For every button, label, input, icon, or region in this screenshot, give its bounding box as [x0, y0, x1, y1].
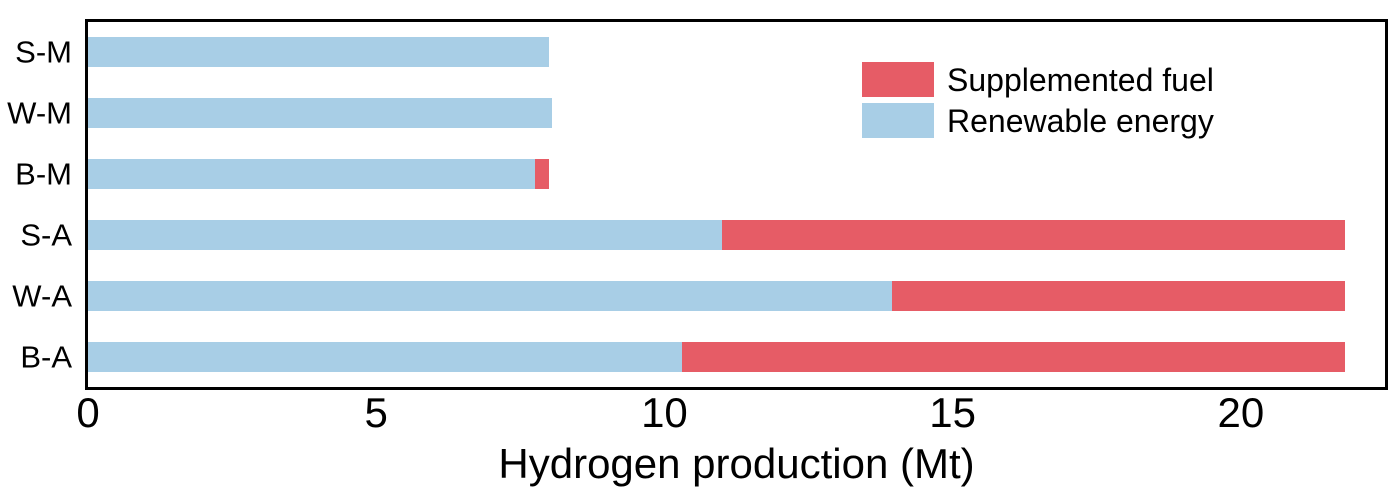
bar-segment-b-a-supplemented-fuel: [681, 341, 1345, 372]
bar-row-w-a: [88, 265, 1385, 326]
legend-entry-supplemented-fuel: Supplemented fuel: [862, 62, 1214, 97]
bar-segment-b-m-supplemented-fuel: [534, 159, 550, 190]
x-tick-label-0: 0: [76, 389, 100, 436]
bar-segment-b-m-renewable-energy: [88, 159, 535, 190]
bar-segment-w-m-renewable-energy: [88, 98, 553, 129]
bar-segment-w-a-supplemented-fuel: [892, 280, 1345, 311]
legend-swatch-renewable-energy: [862, 103, 934, 138]
legend-entry-renewable-energy: Renewable energy: [862, 103, 1214, 138]
y-tick-label-b-a: B-A: [20, 339, 72, 375]
x-tick-label-10: 10: [641, 389, 688, 436]
y-tick-label-s-a: S-A: [20, 217, 72, 253]
x-tick-label-5: 5: [364, 389, 388, 436]
bar-row-b-m: [88, 144, 1385, 205]
plot-area: [85, 19, 1388, 390]
legend-label-renewable-energy: Renewable energy: [947, 102, 1214, 139]
y-tick-label-b-m: B-M: [15, 156, 72, 192]
bar-row-b-a: [88, 326, 1385, 387]
x-axis-title: Hydrogen production (Mt): [498, 440, 975, 487]
y-tick-label-s-m: S-M: [15, 34, 72, 70]
legend: Supplemented fuel Renewable energy: [862, 62, 1214, 144]
x-tick-label-20: 20: [1217, 389, 1265, 436]
bar-segment-w-a-renewable-energy: [88, 280, 893, 311]
bar-segment-b-a-renewable-energy: [88, 341, 682, 372]
legend-label-supplemented-fuel: Supplemented fuel: [947, 61, 1214, 98]
legend-swatch-supplemented-fuel: [862, 62, 934, 97]
y-axis-labels: S-M W-M B-M S-A W-A B-A: [0, 22, 72, 387]
x-axis-ticks: 0 5 10 15 20: [76, 389, 1385, 436]
bar-segment-s-m-renewable-energy: [88, 37, 550, 68]
bar-row-s-m: [88, 22, 1385, 83]
bar-row-w-m: [88, 83, 1385, 144]
x-tick-label-15: 15: [929, 389, 977, 436]
bar-segment-s-a-renewable-energy: [88, 219, 723, 250]
bar-segment-s-a-supplemented-fuel: [722, 219, 1345, 250]
y-tick-label-w-m: W-M: [7, 95, 72, 131]
y-tick-label-w-a: W-A: [12, 278, 72, 314]
bar-row-s-a: [88, 205, 1385, 266]
